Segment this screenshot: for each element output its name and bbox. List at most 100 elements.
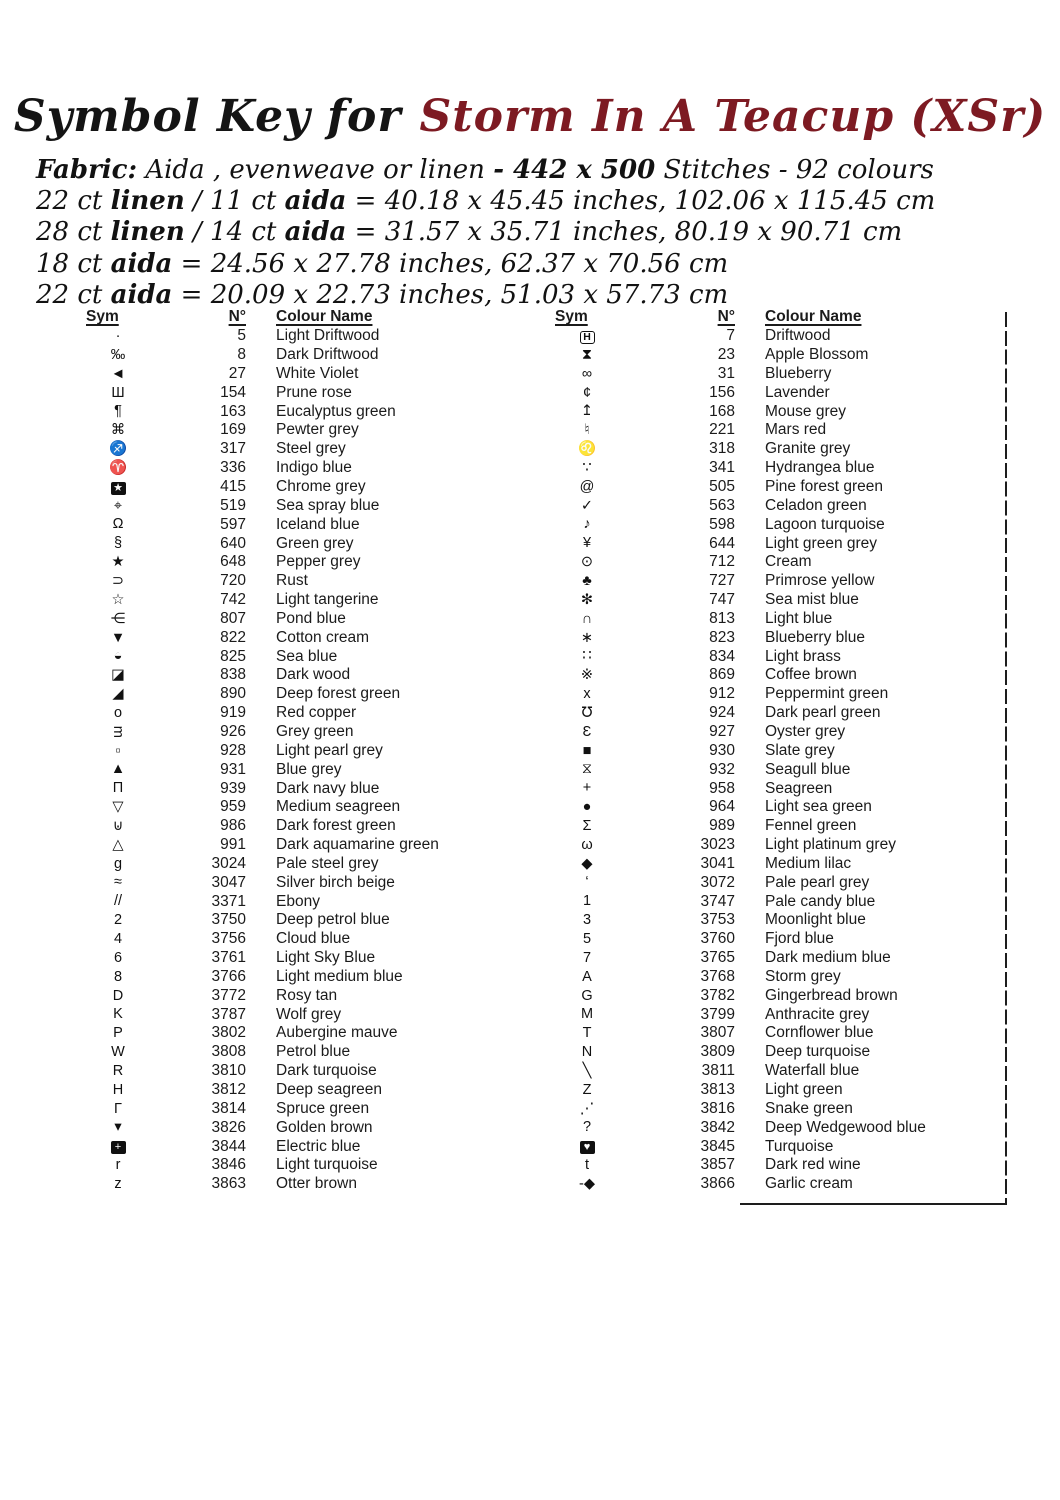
dmc-number: 747 [709,591,735,609]
dmc-number: 163 [220,402,246,420]
dmc-number: 834 [709,647,735,665]
dmc-number: 336 [220,459,246,477]
dmc-number: 928 [220,741,246,759]
symbol-cell: ∩ [555,612,619,627]
title-prefix: Symbol Key for [13,91,402,142]
dmc-number: 742 [220,591,246,609]
dmc-number: 927 [709,722,735,740]
symbol-glyph: -◆ [579,1175,595,1192]
header-number: N° [717,308,735,326]
symbol-cell: ◄ [86,367,150,382]
symbol-cell: 2 [86,913,150,928]
key-row: ♪ 598 Lagoon turquoise [555,515,1007,534]
dmc-number: 3753 [700,911,735,929]
fabric-line: Fabric: Aida , evenweave or linen - 442 … [36,155,934,185]
key-row: ▼ 822 Cotton cream [86,628,516,647]
colour-name: Dark pearl green [765,704,881,722]
symbol-cell: ¢ [555,386,619,401]
dmc-number: 644 [709,534,735,552]
colour-name: White Violet [276,364,359,382]
symbol-cell: ◪ [86,668,150,683]
symbol-cell: ω [555,838,619,853]
symbol-cell: ⊙ [555,555,619,570]
dmc-number: 986 [220,817,246,835]
key-row: Ш 154 Prune rose [86,383,516,402]
page-title: Symbol Key for Storm In A Teacup (XSr) [0,88,1060,146]
symbol-glyph: 4 [113,931,123,948]
symbol-glyph: ★ [110,481,126,495]
key-row: N 3809 Deep turquoise [555,1043,1007,1062]
symbol-glyph: r [115,1157,121,1174]
key-row: ⋰ 3816 Snake green [555,1099,1007,1118]
symbol-cell: ◆ [555,857,619,872]
symbol-glyph: K [113,1006,123,1023]
colour-name: Medium lilac [765,854,852,872]
symbol-glyph: ‘ [585,874,589,891]
dmc-number: 890 [220,685,246,703]
key-row: ‘ 3072 Pale pearl grey [555,873,1007,892]
dmc-number: 838 [220,666,246,684]
symbol-glyph: @ [579,478,595,495]
key-row: ♮ 221 Mars red [555,421,1007,440]
symbol-glyph: T [582,1025,592,1042]
key-row: 8 3766 Light medium blue [86,968,516,987]
symbol-cell: r [86,1158,150,1173]
dmc-number: 3826 [211,1118,246,1136]
symbol-glyph: ♪ [583,516,591,533]
key-row: Ɛ 927 Oyster grey [555,723,1007,742]
symbol-glyph: + [582,780,592,797]
key-row: ▫ 928 Light pearl grey [86,741,516,760]
symbol-glyph: ⊙ [580,554,594,571]
key-header-row: Sym N° Colour Name [86,308,516,327]
symbol-glyph: · [115,328,121,345]
colour-name: Pale candy blue [765,892,876,910]
fabric-line: 28 ct linen / 14 ct aida = 31.57 x 35.71… [36,217,903,248]
colour-name: Ebony [276,892,320,910]
dmc-number: 169 [220,421,246,439]
symbol-glyph: ♈ [108,459,128,476]
colour-name: Deep petrol blue [276,911,390,929]
dmc-number: 727 [709,572,735,590]
key-row: ¢ 156 Lavender [555,383,1007,402]
symbol-glyph: ▾ [114,1119,122,1136]
fabric-info: Fabric: Aida , evenweave or linen - 442 … [36,155,1026,311]
colour-name: Light turquoise [276,1156,378,1174]
symbol-glyph: △ [112,836,124,853]
colour-name: Granite grey [765,440,851,458]
key-row: ¥644 Light green grey [555,534,1007,553]
symbol-glyph: ≈ [114,874,122,891]
dmc-number: 924 [709,704,735,722]
key-rows-right: H 7 Driftwood ⧗ 23 Apple Blossom ∞ 31 Blueberry ¢… [555,327,1007,1194]
symbol-glyph: ¢ [582,384,592,401]
colour-name: Deep Wedgewood blue [765,1118,926,1136]
colour-name: Pewter grey [276,421,359,439]
symbol-cell: @ [555,480,619,495]
symbol-cell: ⌘ [86,423,150,438]
key-row: +958 Seagreen [555,779,1007,798]
key-row: ‰ 8 Dark Driftwood [86,346,516,365]
symbol-cell: ✻ [555,593,619,608]
colour-name: Driftwood [765,327,831,345]
symbol-glyph: ♥ [579,1141,595,1155]
symbol-glyph: 7 [582,949,592,966]
colour-name: Light tangerine [276,591,379,609]
symbol-glyph: ▽ [112,799,124,816]
symbol-cell: ⋰ [555,1102,619,1117]
key-header-row: Sym N° Colour Name [555,308,1007,327]
symbol-glyph: H [579,330,595,344]
key-row: // 3371 Ebony [86,892,516,911]
colour-name: Light green grey [765,534,878,552]
symbol-cell: 5 [555,932,619,947]
dmc-number: 3844 [211,1137,246,1155]
symbol-cell: t [555,1158,619,1173]
dmc-number: 3807 [700,1024,735,1042]
colour-name: Anthracite grey [765,1005,870,1023]
colour-name: Pond blue [276,609,346,627]
colour-name: Sea blue [276,647,338,665]
colour-name: Grey green [276,722,354,740]
colour-name: Cotton cream [276,628,370,646]
dmc-number: 964 [709,798,735,816]
colour-name: Dark medium blue [765,949,891,967]
key-row: D 3772 Rosy tan [86,986,516,1005]
dmc-number: 959 [220,798,246,816]
